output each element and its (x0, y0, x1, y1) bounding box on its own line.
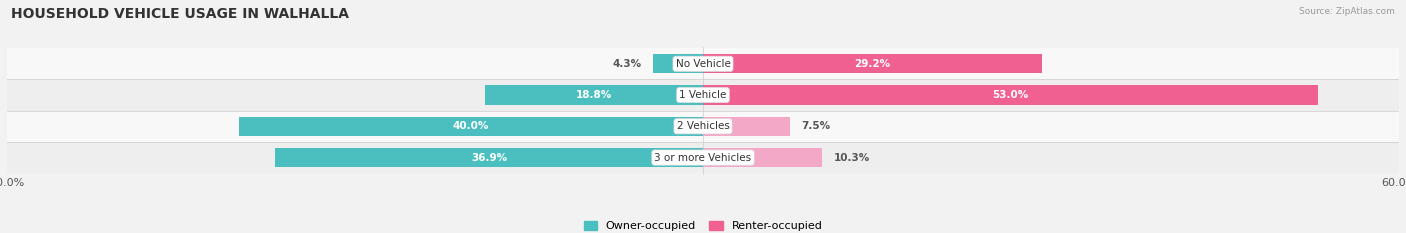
Text: 53.0%: 53.0% (993, 90, 1029, 100)
Text: Source: ZipAtlas.com: Source: ZipAtlas.com (1299, 7, 1395, 16)
Text: 18.8%: 18.8% (576, 90, 612, 100)
Bar (703, 148, 823, 167)
Legend: Owner-occupied, Renter-occupied: Owner-occupied, Renter-occupied (579, 216, 827, 233)
Text: 7.5%: 7.5% (801, 121, 831, 131)
Bar (7, 48, 1399, 79)
Text: No Vehicle: No Vehicle (675, 59, 731, 69)
Bar (7, 111, 1399, 142)
Text: 4.3%: 4.3% (613, 59, 641, 69)
Bar (276, 148, 703, 167)
Text: 10.3%: 10.3% (834, 153, 870, 163)
Bar (703, 54, 1042, 73)
Text: HOUSEHOLD VEHICLE USAGE IN WALHALLA: HOUSEHOLD VEHICLE USAGE IN WALHALLA (11, 7, 349, 21)
Bar (703, 116, 790, 136)
Bar (485, 85, 703, 105)
Text: 36.9%: 36.9% (471, 153, 508, 163)
Text: 3 or more Vehicles: 3 or more Vehicles (654, 153, 752, 163)
Bar (7, 79, 1399, 111)
Text: 40.0%: 40.0% (453, 121, 489, 131)
Bar (654, 54, 703, 73)
Text: 29.2%: 29.2% (855, 59, 890, 69)
Bar (239, 116, 703, 136)
Bar (703, 85, 1317, 105)
Text: 2 Vehicles: 2 Vehicles (676, 121, 730, 131)
Bar (7, 142, 1399, 173)
Text: 1 Vehicle: 1 Vehicle (679, 90, 727, 100)
